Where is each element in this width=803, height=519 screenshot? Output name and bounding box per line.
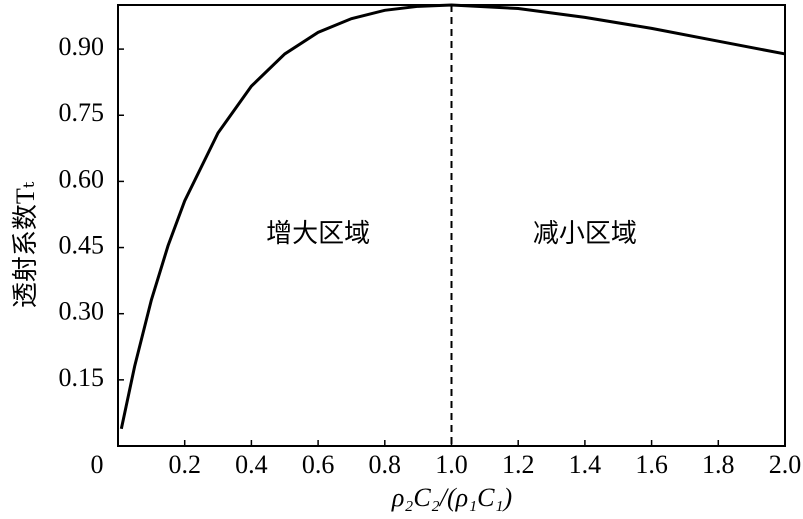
region-label: 增大区域 <box>266 219 370 249</box>
y-axis-label: 透射系数Tₜ <box>11 181 40 308</box>
y-tick-label: 0.15 <box>59 363 105 392</box>
x-tick-label: 0 <box>91 450 104 479</box>
curve <box>119 3 786 430</box>
y-tick-label: 0.90 <box>59 32 105 61</box>
y-tick-label: 0.45 <box>59 231 105 260</box>
x-tick-label: 1.0 <box>435 450 468 479</box>
y-tick-label: 0.60 <box>59 164 105 193</box>
x-tick-label: 0.6 <box>302 450 335 479</box>
region-label: 减小区域 <box>533 219 637 249</box>
x-tick-label: 0.8 <box>369 450 402 479</box>
x-axis-label: ρ₂C₂/(ρ₁C₁) <box>391 483 512 512</box>
x-tick-label: 1.4 <box>569 450 602 479</box>
x-tick-label: 2.0 <box>769 450 802 479</box>
x-tick-label: 0.2 <box>168 450 201 479</box>
y-tick-label: 0.30 <box>59 297 105 326</box>
x-tick-label: 1.8 <box>702 450 735 479</box>
y-tick-label: 0.75 <box>59 98 105 127</box>
x-tick-label: 1.2 <box>502 450 535 479</box>
x-tick-label: 0.4 <box>235 450 268 479</box>
x-tick-label: 1.6 <box>635 450 668 479</box>
